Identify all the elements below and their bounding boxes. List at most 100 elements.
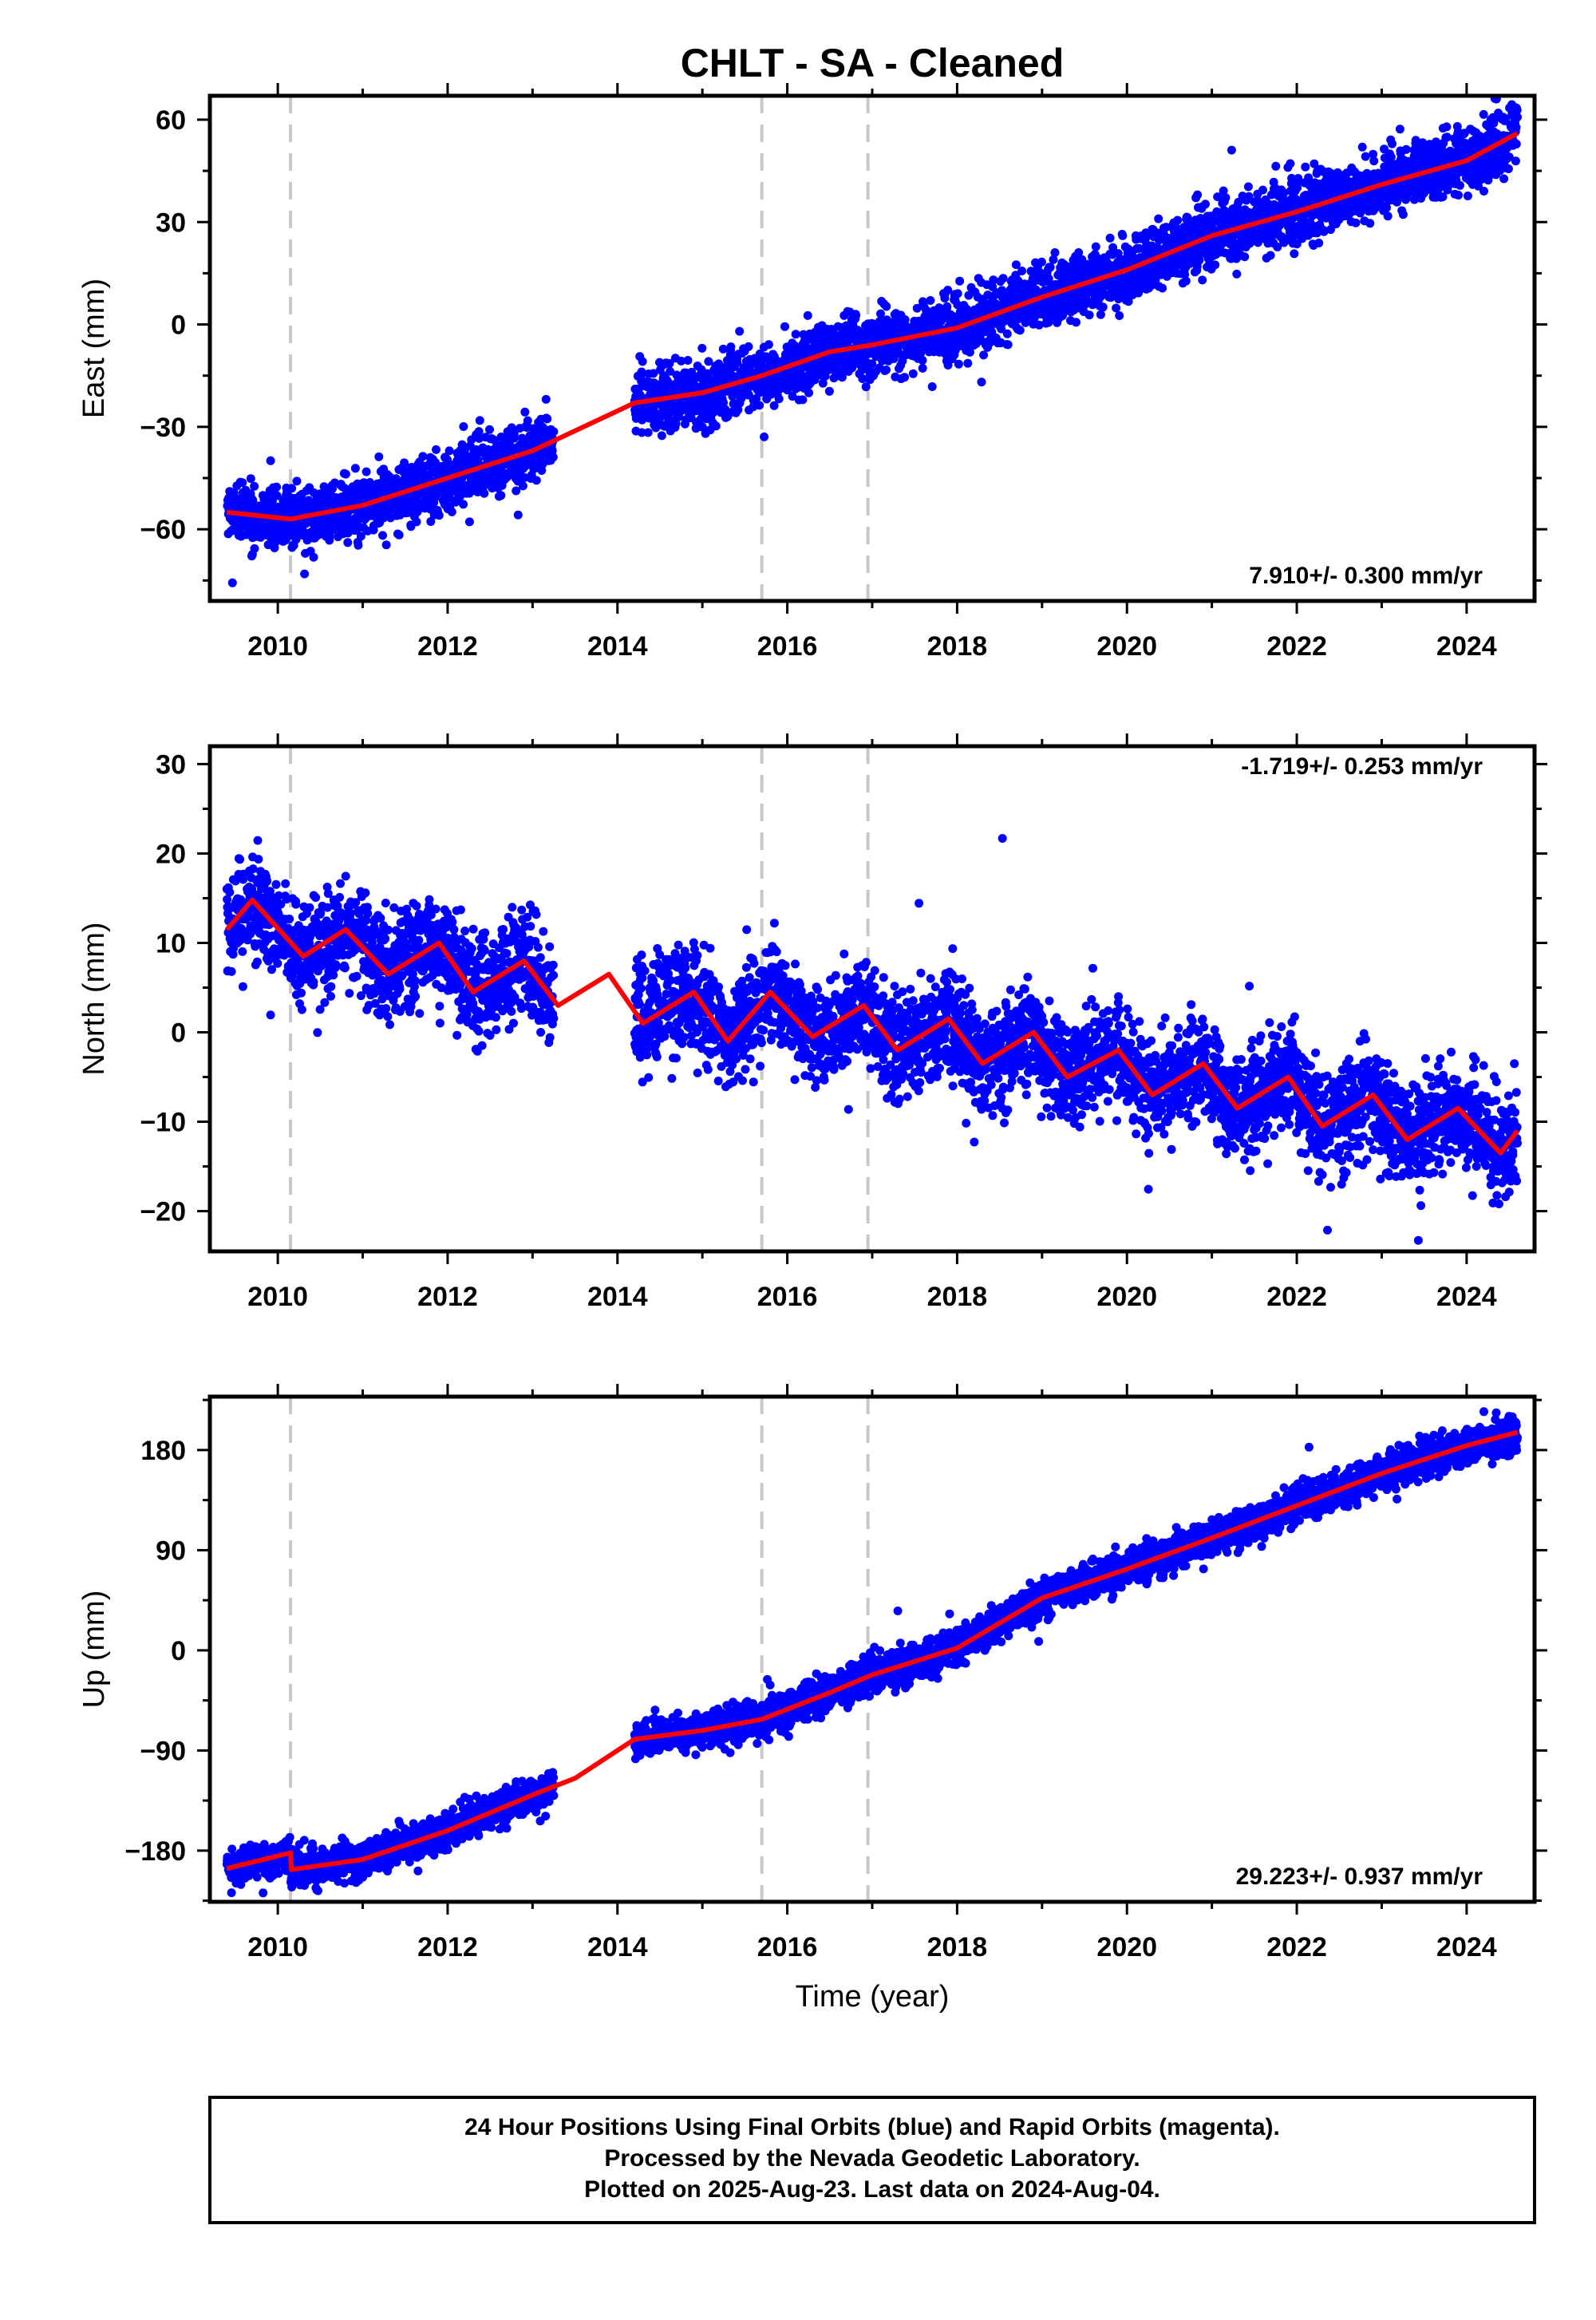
data-point — [697, 344, 706, 353]
data-point — [719, 345, 728, 354]
data-point — [519, 481, 527, 490]
data-point — [254, 836, 263, 845]
data-point — [549, 453, 558, 461]
data-point — [1258, 186, 1267, 195]
data-point — [963, 359, 972, 368]
data-point — [1221, 193, 1230, 202]
data-point — [1211, 260, 1219, 269]
x-tick-label: 2010 — [247, 631, 308, 662]
data-point — [712, 421, 721, 430]
data-point — [1112, 304, 1120, 313]
data-point — [465, 517, 474, 526]
data-point — [247, 474, 255, 483]
data-point — [918, 356, 927, 365]
data-point — [395, 531, 404, 539]
data-point — [543, 414, 551, 423]
data-point — [1369, 156, 1378, 165]
data-point — [1286, 160, 1294, 168]
data-point — [954, 360, 963, 369]
y-axis-label: East (mm) — [77, 279, 111, 418]
data-point — [1201, 200, 1210, 208]
data-point — [928, 382, 937, 391]
data-point — [1198, 275, 1207, 284]
data-point — [432, 445, 440, 454]
y-tick-label: 30 — [156, 207, 186, 238]
x-tick-label: 2014 — [587, 631, 648, 662]
data-point — [804, 311, 812, 320]
data-point — [1051, 248, 1060, 257]
data-point — [1464, 192, 1472, 200]
x-tick-label: 2018 — [927, 631, 988, 662]
data-point — [532, 476, 541, 484]
data-point — [351, 464, 360, 472]
data-point — [448, 508, 456, 516]
data-point — [310, 553, 318, 562]
data-point — [476, 416, 484, 425]
data-point — [1388, 140, 1396, 148]
data-point — [1314, 239, 1323, 247]
data-point — [1513, 113, 1522, 121]
data-point — [638, 358, 647, 366]
data-point — [775, 394, 784, 403]
data-point — [272, 483, 281, 492]
data-point — [520, 408, 529, 417]
data-point — [459, 500, 468, 508]
data-point — [1096, 310, 1105, 319]
data-point — [238, 478, 247, 487]
data-point — [459, 422, 468, 431]
data-point — [1004, 340, 1013, 349]
data-point — [225, 888, 234, 897]
data-point — [825, 387, 834, 396]
data-point — [228, 579, 237, 587]
data-point — [1499, 175, 1508, 184]
y-tick-label: −30 — [140, 413, 186, 443]
data-point — [418, 452, 427, 460]
data-point — [1266, 251, 1275, 260]
data-point — [1442, 122, 1451, 131]
data-point — [955, 277, 964, 286]
data-point — [1512, 123, 1521, 132]
data-point — [342, 470, 350, 479]
data-point — [287, 484, 296, 492]
chart-title: CHLT - SA - Cleaned — [681, 41, 1065, 85]
data-point — [413, 517, 421, 526]
data-point — [480, 489, 488, 498]
y-tick-label: 0 — [171, 310, 186, 341]
data-point — [1085, 310, 1094, 319]
data-point — [485, 425, 494, 434]
data-point — [1240, 252, 1249, 261]
data-point — [1106, 234, 1115, 243]
data-point — [378, 531, 387, 539]
data-point — [251, 544, 259, 553]
data-point — [1352, 219, 1361, 227]
y-tick-label: 60 — [156, 105, 186, 136]
data-point — [1099, 302, 1108, 311]
data-point — [780, 322, 789, 331]
data-point — [1244, 183, 1253, 192]
data-point — [1154, 215, 1163, 223]
x-tick-label: 2016 — [757, 631, 818, 662]
data-point — [1003, 330, 1012, 338]
data-point — [1301, 163, 1310, 172]
data-point — [792, 330, 800, 338]
data-point — [1387, 152, 1396, 161]
data-point — [798, 395, 807, 404]
data-point — [1182, 277, 1191, 286]
data-point — [496, 491, 505, 500]
data-point — [250, 482, 259, 491]
data-point — [1512, 140, 1521, 148]
data-point — [542, 395, 551, 404]
data-point — [300, 570, 309, 579]
data-point — [900, 373, 909, 381]
data-point — [1118, 231, 1127, 240]
data-point — [1402, 145, 1411, 154]
data-point — [978, 377, 986, 386]
data-point — [263, 877, 271, 886]
data-point — [254, 855, 263, 864]
data-point — [514, 511, 523, 520]
data-point — [1293, 184, 1302, 192]
data-point — [1454, 191, 1463, 200]
data-point — [1358, 143, 1367, 152]
data-point — [362, 468, 371, 476]
data-point — [882, 302, 891, 311]
